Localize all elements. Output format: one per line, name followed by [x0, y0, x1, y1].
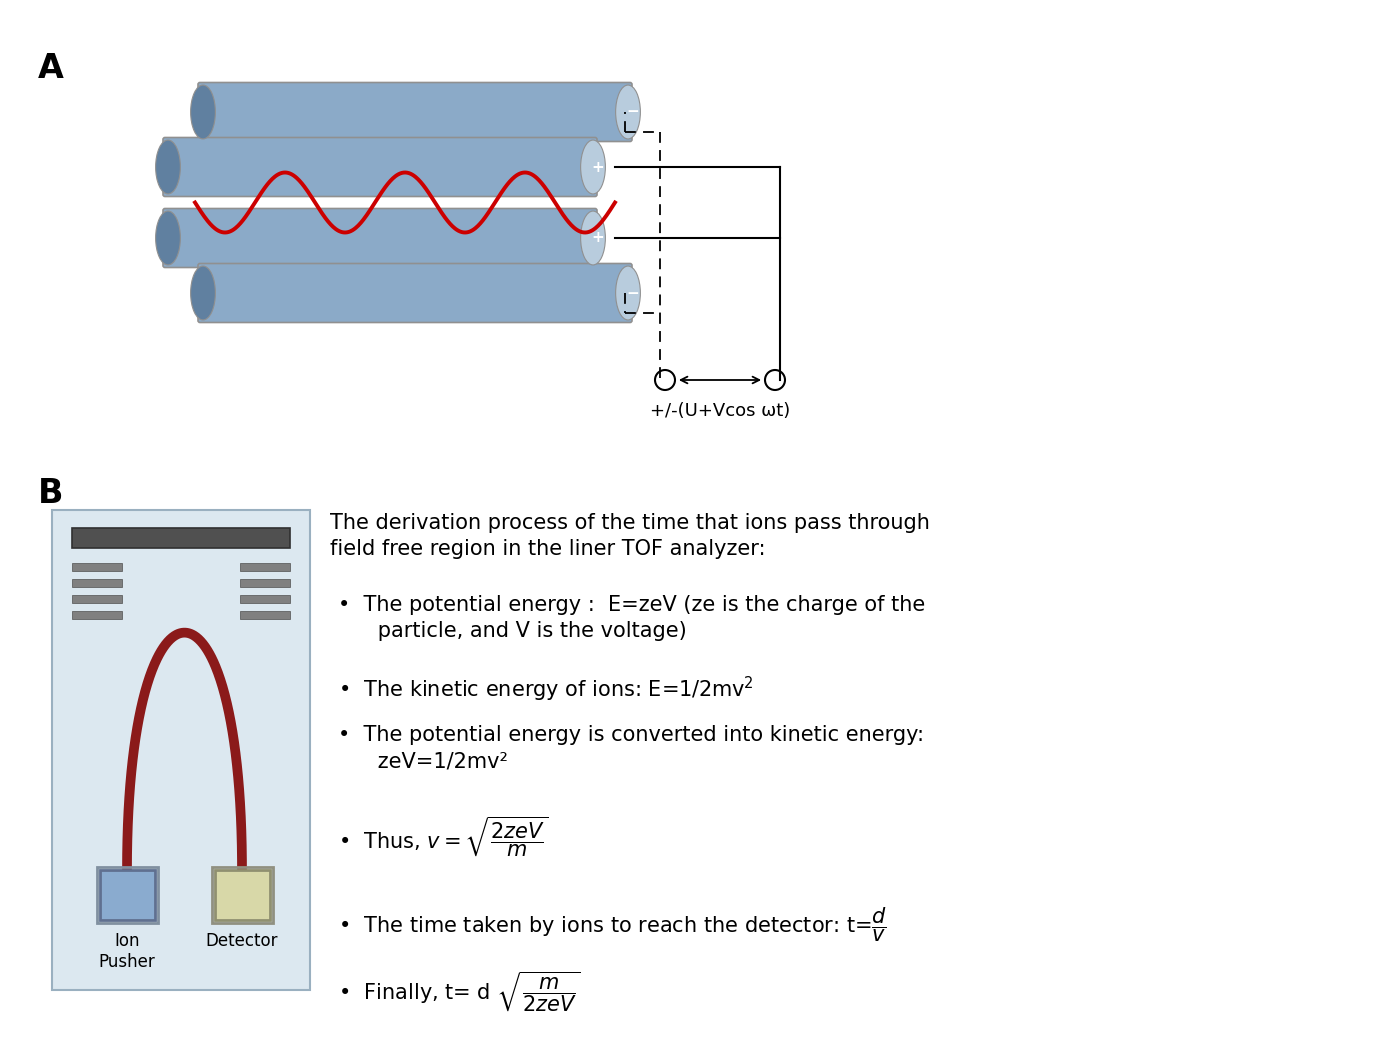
- Text: Detector: Detector: [206, 932, 278, 950]
- FancyBboxPatch shape: [163, 137, 597, 196]
- Ellipse shape: [616, 266, 641, 320]
- Text: +: +: [591, 160, 605, 174]
- Text: Ion
Pusher: Ion Pusher: [98, 932, 155, 971]
- Ellipse shape: [191, 266, 216, 320]
- Bar: [72, 611, 122, 619]
- Ellipse shape: [581, 140, 605, 194]
- FancyBboxPatch shape: [53, 510, 310, 990]
- FancyBboxPatch shape: [163, 209, 597, 268]
- Bar: [72, 579, 122, 588]
- Bar: [212, 867, 273, 923]
- Text: •  The kinetic energy of ions: E=1/2mv$^2$: • The kinetic energy of ions: E=1/2mv$^2…: [338, 675, 754, 704]
- Bar: [100, 870, 155, 920]
- Bar: [239, 595, 291, 603]
- Text: −: −: [627, 285, 639, 300]
- Bar: [239, 611, 291, 619]
- Ellipse shape: [155, 140, 180, 194]
- Text: •  Finally, t= d $\sqrt{\dfrac{m}{2zeV}}$: • Finally, t= d $\sqrt{\dfrac{m}{2zeV}}$: [338, 969, 581, 1014]
- Bar: [97, 867, 158, 923]
- Text: +: +: [591, 230, 605, 246]
- Ellipse shape: [155, 211, 180, 265]
- Text: •  The time taken by ions to reach the detector: t=$\dfrac{d}{v}$: • The time taken by ions to reach the de…: [338, 905, 887, 944]
- Bar: [239, 563, 291, 571]
- Text: The derivation process of the time that ions pass through
field free region in t: The derivation process of the time that …: [329, 513, 930, 559]
- Text: •  Thus, $v = \sqrt{\dfrac{2zeV}{m}}$: • Thus, $v = \sqrt{\dfrac{2zeV}{m}}$: [338, 815, 548, 859]
- Text: A: A: [37, 52, 64, 85]
- Ellipse shape: [616, 85, 641, 139]
- FancyBboxPatch shape: [198, 264, 632, 323]
- Bar: [72, 595, 122, 603]
- Bar: [215, 870, 270, 920]
- Text: B: B: [37, 477, 64, 510]
- Ellipse shape: [191, 85, 216, 139]
- Text: +/-(U+Vcos ωt): +/-(U+Vcos ωt): [650, 402, 790, 420]
- Ellipse shape: [581, 211, 605, 265]
- Bar: [72, 563, 122, 571]
- FancyBboxPatch shape: [198, 82, 632, 141]
- Text: •  The potential energy :  E=zeV (ze is the charge of the
      particle, and V : • The potential energy : E=zeV (ze is th…: [338, 595, 926, 641]
- Bar: [239, 579, 291, 588]
- Bar: [72, 528, 291, 548]
- Text: −: −: [627, 105, 639, 119]
- Text: •  The potential energy is converted into kinetic energy:
      zeV=1/2mv²: • The potential energy is converted into…: [338, 725, 925, 771]
